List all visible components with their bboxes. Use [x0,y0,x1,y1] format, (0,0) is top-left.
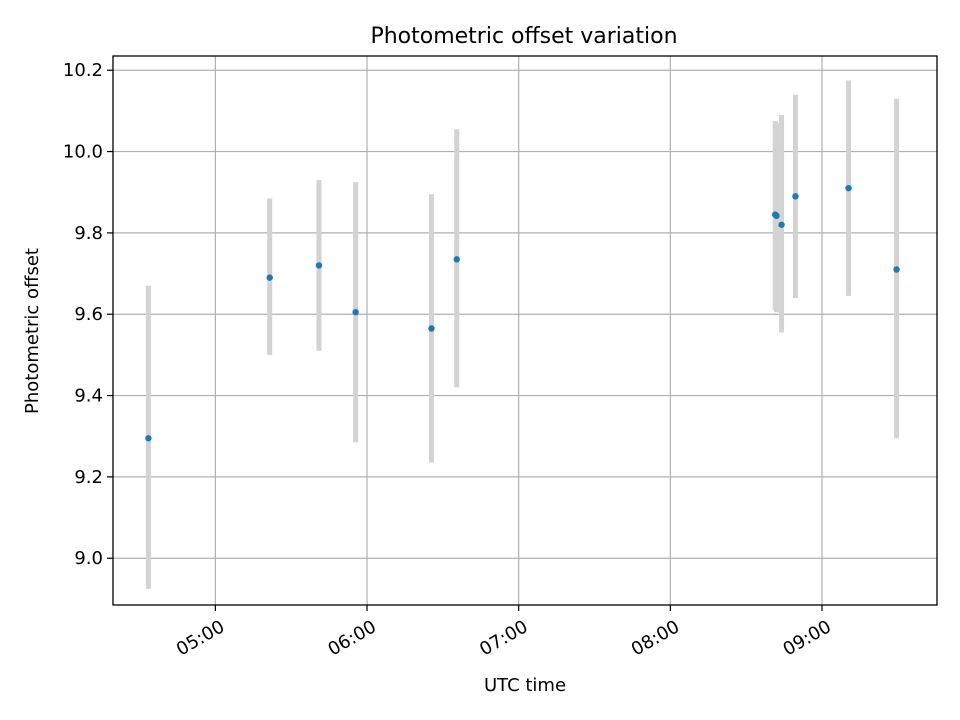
y-tick-label: 10.0 [63,142,103,163]
data-point [352,309,359,316]
x-axis-label: UTC time [484,675,566,696]
chart-title: Photometric offset variation [370,24,677,49]
data-point [773,212,780,220]
data-point [893,266,900,273]
plot-frame [112,55,938,606]
data-point [428,325,435,332]
y-tick-label: 9.4 [74,386,103,407]
x-tick-label: 07:00 [476,616,531,660]
x-tick-label: 09:00 [779,616,834,660]
data-points [145,184,900,442]
y-tick-label: 9.6 [74,304,103,325]
grid [113,56,937,605]
data-point [315,262,323,269]
y-axis-label: Photometric offset [22,248,43,414]
x-axis: 05:00 06:00 07:00 08:00 09:00 [173,605,835,660]
data-point [266,274,273,281]
y-tick-label: 9.2 [74,467,103,488]
data-point [845,184,852,192]
x-tick-label: 08:00 [628,616,683,660]
data-point [145,435,152,442]
x-tick-label: 06:00 [324,616,379,660]
y-tick-label: 10.2 [63,60,103,81]
y-tick-label: 9.0 [74,548,103,569]
y-tick-label: 9.8 [74,223,103,244]
data-point [792,193,799,200]
y-axis: 9.0 9.2 9.4 9.6 9.8 10.0 10.2 [63,60,113,569]
errorbars [145,80,900,589]
x-tick-label: 05:00 [173,616,228,660]
data-point [778,221,785,228]
data-point [453,256,460,263]
